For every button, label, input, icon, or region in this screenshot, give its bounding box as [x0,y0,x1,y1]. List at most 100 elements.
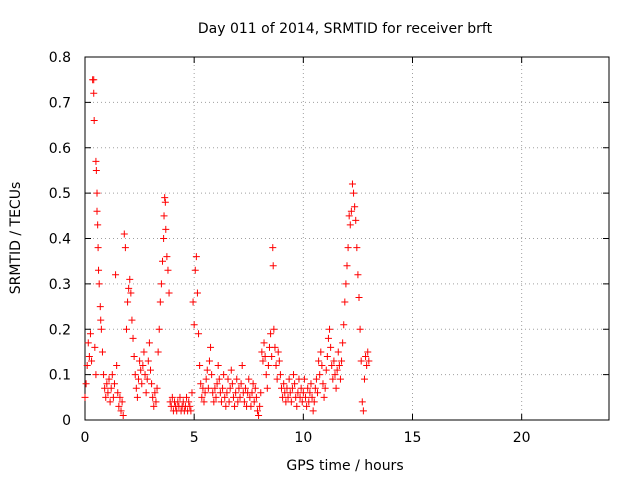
data-point [264,362,272,370]
data-point [273,375,281,383]
data-point [246,393,254,401]
data-point [193,289,201,297]
data-point [286,389,294,397]
data-point [144,357,152,365]
data-point [290,371,298,379]
data-point [164,266,172,274]
data-point [100,371,108,379]
data-point [139,362,147,370]
data-point [309,407,317,415]
data-point [220,371,228,379]
data-point [222,402,230,410]
data-point [365,357,373,365]
data-point [149,393,157,401]
y-tick-label: 0.4 [49,232,71,248]
y-tick-label: 0.2 [49,322,71,338]
data-point [81,393,89,401]
data-point [269,262,277,270]
data-point [321,384,329,392]
data-point [187,407,195,415]
data-point [129,334,137,342]
data-point [214,362,222,370]
data-point [151,389,159,397]
data-point [152,398,160,406]
data-point [235,384,243,392]
data-point [90,117,98,125]
data-point [161,194,169,202]
data-point [339,339,347,347]
data-point [165,289,173,297]
data-point [88,357,96,365]
data-point [142,389,150,397]
data-point [221,393,229,401]
data-point [157,280,165,288]
data-point [334,348,342,356]
data-point [336,375,344,383]
data-point [191,266,199,274]
data-point [354,271,362,279]
data-point [352,216,360,224]
data-point [109,393,117,401]
data-point [263,384,271,392]
data-point [115,402,123,410]
data-point [216,389,224,397]
data-point [84,339,92,347]
data-point [287,398,295,406]
data-point [201,389,209,397]
data-point [156,298,164,306]
data-point [130,352,138,360]
data-point [245,375,253,383]
data-point [176,393,184,401]
data-point [260,339,268,347]
data-point [213,380,221,388]
data-point [223,389,231,397]
data-point [340,321,348,329]
data-point [332,384,340,392]
data-point [275,357,283,365]
data-point [284,393,292,401]
data-point [314,389,322,397]
data-point [224,375,232,383]
y-tick-label: 0.3 [49,277,71,293]
data-point [95,266,103,274]
data-point [237,380,245,388]
data-point [326,325,334,333]
data-point [331,371,339,379]
data-point [108,371,116,379]
data-point [272,362,280,370]
grid-lines [85,57,609,420]
data-point [355,293,363,301]
data-point [225,398,233,406]
data-point [120,230,128,238]
x-tick-label: 20 [513,430,531,446]
data-point [122,325,130,333]
data-point [85,352,93,360]
data-point [103,380,111,388]
data-point [196,362,204,370]
data-point [259,357,267,365]
data-point [351,203,359,211]
data-point [116,393,124,401]
data-point [350,189,358,197]
data-point [307,380,315,388]
data-point [357,357,365,365]
data-point [110,380,118,388]
data-point [320,393,328,401]
data-point [93,207,101,215]
data-point [82,380,90,388]
data-point [94,221,102,229]
data-point [338,357,346,365]
data-point [308,393,316,401]
data-point [127,289,135,297]
data-point [346,221,354,229]
data-point [300,375,308,383]
data-point [125,284,133,292]
data-point [329,375,337,383]
data-point [250,398,258,406]
data-point [232,389,240,397]
data-point [128,316,136,324]
data-point [160,235,168,242]
x-tick-label: 5 [190,430,199,446]
data-point [96,303,104,311]
data-point [93,189,101,197]
